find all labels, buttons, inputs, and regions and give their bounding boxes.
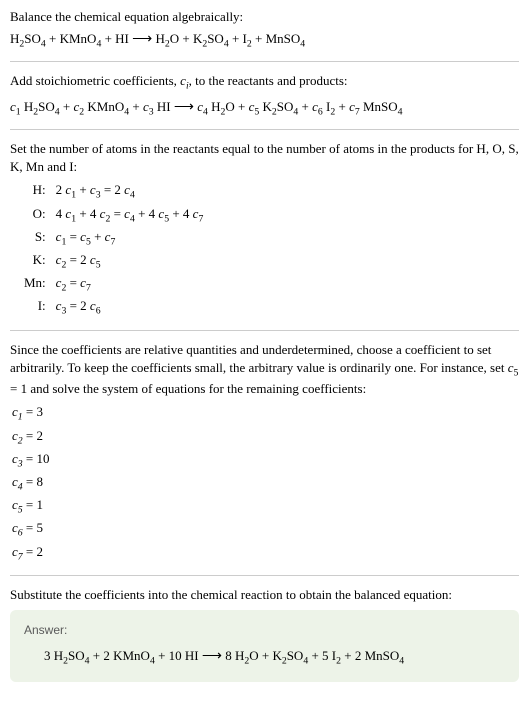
- intro-equation: H2SO4 + KMnO4 + HI ⟶ H2O + K2SO4 + I2 + …: [10, 30, 519, 51]
- arrow-icon: ⟶: [202, 649, 222, 664]
- atom-label: O:: [20, 204, 52, 227]
- divider: [10, 575, 519, 576]
- answer-equation: 3 H2SO4 + 2 KMnO4 + 10 HI ⟶ 8 H2O + K2SO…: [24, 647, 505, 668]
- table-row: K:c2 = 2 c5: [20, 250, 207, 273]
- table-row: H:2 c1 + c3 = 2 c4: [20, 180, 207, 203]
- stoich-section: Add stoichiometric coefficients, ci, to …: [10, 72, 519, 118]
- atom-label: S:: [20, 227, 52, 250]
- atom-equation: 4 c1 + 4 c2 = c4 + 4 c5 + 4 c7: [52, 204, 208, 227]
- divider: [10, 330, 519, 331]
- table-row: I:c3 = 2 c6: [20, 296, 207, 319]
- atom-equation: c2 = 2 c5: [52, 250, 208, 273]
- atom-equation: 2 c1 + c3 = 2 c4: [52, 180, 208, 203]
- stoich-equation: c1 H2SO4 + c2 KMnO4 + c3 HI ⟶ c4 H2O + c…: [10, 98, 519, 119]
- final-text: Substitute the coefficients into the che…: [10, 586, 519, 604]
- atom-label: Mn:: [20, 273, 52, 296]
- coeffs-list: c1 = 3c2 = 2c3 = 10c4 = 8c5 = 1c6 = 5c7 …: [12, 402, 519, 565]
- coeff-line: c1 = 3: [12, 402, 519, 425]
- coeff-line: c3 = 10: [12, 449, 519, 472]
- divider: [10, 129, 519, 130]
- solve-text: Since the coefficients are relative quan…: [10, 341, 519, 399]
- atoms-table: H:2 c1 + c3 = 2 c4O:4 c1 + 4 c2 = c4 + 4…: [20, 180, 207, 319]
- divider: [10, 61, 519, 62]
- intro-text: Balance the chemical equation algebraica…: [10, 8, 519, 26]
- table-row: O:4 c1 + 4 c2 = c4 + 4 c5 + 4 c7: [20, 204, 207, 227]
- arrow-icon: ⟶: [174, 100, 194, 115]
- answer-box: Answer: 3 H2SO4 + 2 KMnO4 + 10 HI ⟶ 8 H2…: [10, 610, 519, 682]
- atom-label: K:: [20, 250, 52, 273]
- table-row: Mn:c2 = c7: [20, 273, 207, 296]
- atom-equation: c3 = 2 c6: [52, 296, 208, 319]
- coeff-line: c6 = 5: [12, 518, 519, 541]
- atom-equation: c1 = c5 + c7: [52, 227, 208, 250]
- atom-label: I:: [20, 296, 52, 319]
- arrow-icon: ⟶: [132, 32, 152, 47]
- atom-equation: c2 = c7: [52, 273, 208, 296]
- answer-label: Answer:: [24, 622, 505, 639]
- coeff-line: c4 = 8: [12, 472, 519, 495]
- atoms-intro: Set the number of atoms in the reactants…: [10, 140, 519, 176]
- coeff-line: c7 = 2: [12, 542, 519, 565]
- atoms-section: Set the number of atoms in the reactants…: [10, 140, 519, 320]
- coeff-line: c5 = 1: [12, 495, 519, 518]
- coeff-line: c2 = 2: [12, 426, 519, 449]
- table-row: S:c1 = c5 + c7: [20, 227, 207, 250]
- atom-label: H:: [20, 180, 52, 203]
- solve-section: Since the coefficients are relative quan…: [10, 341, 519, 565]
- final-section: Substitute the coefficients into the che…: [10, 586, 519, 682]
- stoich-text: Add stoichiometric coefficients, ci, to …: [10, 72, 519, 93]
- intro-section: Balance the chemical equation algebraica…: [10, 8, 519, 51]
